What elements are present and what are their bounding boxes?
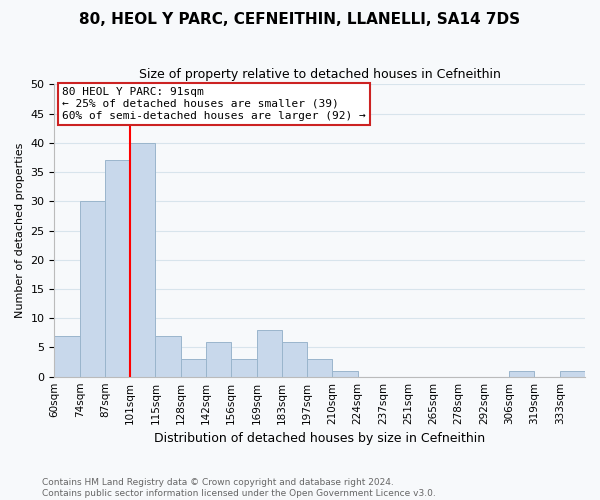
Bar (509, 371, 535, 376)
X-axis label: Distribution of detached houses by size in Cefneithin: Distribution of detached houses by size … (154, 432, 485, 445)
Bar (282, 342, 307, 376)
Bar (307, 359, 332, 376)
Bar (55, 336, 80, 376)
Bar (181, 359, 206, 376)
Bar (231, 359, 257, 376)
Text: 80 HEOL Y PARC: 91sqm
← 25% of detached houses are smaller (39)
60% of semi-deta: 80 HEOL Y PARC: 91sqm ← 25% of detached … (62, 88, 366, 120)
Bar (80, 202, 105, 376)
Bar (105, 160, 130, 376)
Bar (332, 371, 358, 376)
Text: 80, HEOL Y PARC, CEFNEITHIN, LLANELLI, SA14 7DS: 80, HEOL Y PARC, CEFNEITHIN, LLANELLI, S… (79, 12, 521, 28)
Bar (130, 143, 155, 376)
Bar (257, 330, 282, 376)
Y-axis label: Number of detached properties: Number of detached properties (15, 143, 25, 318)
Bar (560, 371, 585, 376)
Title: Size of property relative to detached houses in Cefneithin: Size of property relative to detached ho… (139, 68, 500, 80)
Bar (206, 342, 231, 376)
Bar (155, 336, 181, 376)
Text: Contains HM Land Registry data © Crown copyright and database right 2024.
Contai: Contains HM Land Registry data © Crown c… (42, 478, 436, 498)
